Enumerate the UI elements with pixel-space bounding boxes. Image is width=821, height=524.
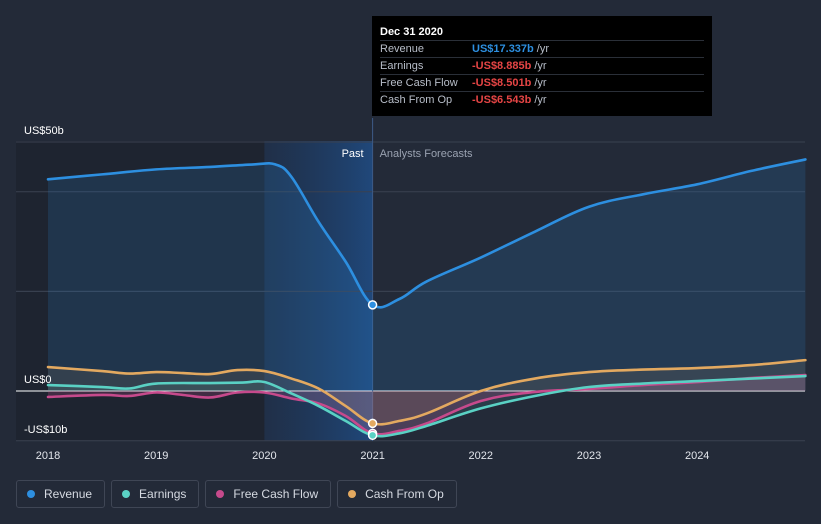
x-tick-label: 2018 xyxy=(36,450,60,462)
tooltip-date: Dec 31 2020 xyxy=(380,26,443,38)
legend-earnings[interactable]: Earnings xyxy=(111,480,200,508)
legend-revenue[interactable]: Revenue xyxy=(16,480,106,508)
x-tick-label: 2020 xyxy=(252,450,276,462)
x-tick-label: 2019 xyxy=(144,450,168,462)
x-tick-label: 2024 xyxy=(685,450,709,462)
x-tick-label: 2021 xyxy=(360,450,384,462)
tooltip-row-free-cash-flow: Free Cash Flow -US$8.501b /yr xyxy=(380,74,704,91)
legend-dot-icon xyxy=(122,490,131,498)
series-line-earnings xyxy=(46,374,807,438)
legend-dot-icon xyxy=(348,490,357,498)
tooltip: Dec 31 2020 Revenue US$17.337b /yr Earni… xyxy=(372,16,712,116)
tooltip-label: Revenue xyxy=(380,43,425,55)
tooltip-value: -US$8.501b xyxy=(472,77,532,89)
tooltip-value: -US$6.543b xyxy=(472,94,532,106)
series-line-cash-from-op xyxy=(46,358,807,426)
marker-cash-from-op xyxy=(367,418,378,429)
marker-revenue xyxy=(367,300,378,310)
legend: Revenue Earnings Free Cash Flow Cash Fro… xyxy=(16,480,457,510)
y-tick-label: -US$10b xyxy=(24,424,67,436)
tooltip-row-revenue: Revenue US$17.337b /yr xyxy=(380,40,704,57)
tooltip-value: US$17.337b xyxy=(472,43,534,55)
x-tick-label: 2023 xyxy=(577,450,601,462)
tooltip-unit: /yr xyxy=(536,43,549,55)
legend-dot-icon xyxy=(216,490,225,498)
series-area-cash-from-op xyxy=(48,360,806,425)
forecast-label: Analysts Forecasts xyxy=(380,148,473,160)
legend-dot-icon xyxy=(27,490,35,498)
marker-earnings xyxy=(367,430,378,441)
tooltip-unit: /yr xyxy=(534,77,547,89)
tooltip-row-cash-from-op: Cash From Op -US$6.543b /yr xyxy=(380,91,704,108)
legend-label: Free Cash Flow xyxy=(233,487,319,501)
tooltip-unit: /yr xyxy=(534,60,547,72)
series-area-revenue xyxy=(48,159,806,391)
legend-free-cash-flow[interactable]: Free Cash Flow xyxy=(205,480,332,508)
y-tick-label: US$0 xyxy=(24,374,52,386)
series-line-free-cash-flow xyxy=(46,373,807,436)
y-tick-label: US$50b xyxy=(24,125,64,137)
legend-label: Revenue xyxy=(44,487,93,501)
tooltip-row-earnings: Earnings -US$8.885b /yr xyxy=(380,57,704,74)
tooltip-label: Cash From Op xyxy=(380,94,453,106)
x-tick-label: 2022 xyxy=(469,450,493,462)
legend-label: Earnings xyxy=(139,487,187,501)
series-area-earnings xyxy=(48,376,806,437)
tooltip-unit: /yr xyxy=(534,94,547,106)
series-area-free-cash-flow xyxy=(48,375,806,435)
past-label: Past xyxy=(342,148,364,160)
tooltip-value: -US$8.885b xyxy=(472,60,532,72)
tooltip-label: Earnings xyxy=(380,60,424,72)
tooltip-label: Free Cash Flow xyxy=(380,77,458,89)
legend-cash-from-op[interactable]: Cash From Op xyxy=(337,480,457,508)
legend-label: Cash From Op xyxy=(365,487,444,501)
